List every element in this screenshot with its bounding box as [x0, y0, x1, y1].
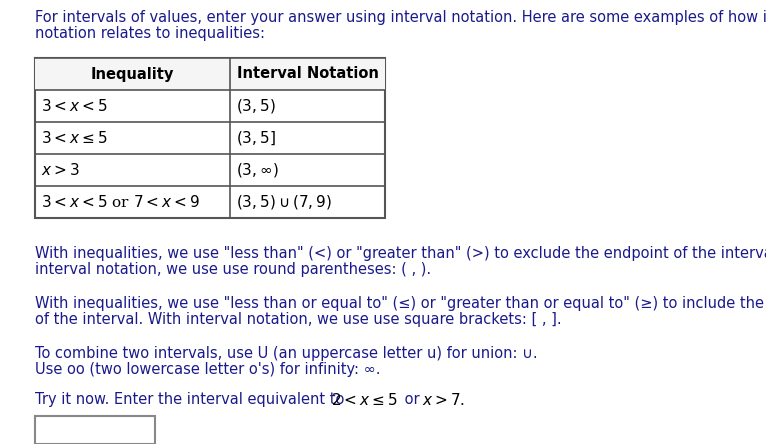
- Text: $x > 7$.: $x > 7$.: [422, 392, 465, 408]
- Text: For intervals of values, enter your answer using interval notation. Here are som: For intervals of values, enter your answ…: [35, 10, 766, 25]
- Text: With inequalities, we use "less than or equal to" (≤) or "greater than or equal : With inequalities, we use "less than or …: [35, 296, 766, 311]
- Text: $3 < x \leq 5$: $3 < x \leq 5$: [41, 130, 107, 146]
- Text: of the interval. With interval notation, we use use square brackets: [ , ].: of the interval. With interval notation,…: [35, 312, 561, 327]
- Text: $(3, 5]$: $(3, 5]$: [236, 129, 276, 147]
- Text: interval notation, we use use round parentheses: ( , ).: interval notation, we use use round pare…: [35, 262, 431, 277]
- Text: $x > 3$: $x > 3$: [41, 162, 80, 178]
- Text: or: or: [400, 392, 424, 407]
- Text: notation relates to inequalities:: notation relates to inequalities:: [35, 26, 265, 41]
- Text: $(3, \infty)$: $(3, \infty)$: [236, 161, 279, 179]
- Text: Use oo (two lowercase letter o's) for infinity: ∞.: Use oo (two lowercase letter o's) for in…: [35, 362, 381, 377]
- Text: Interval Notation: Interval Notation: [237, 67, 378, 82]
- Text: $3 < x < 5$ or $7 < x < 9$: $3 < x < 5$ or $7 < x < 9$: [41, 194, 200, 210]
- Text: $3 < x < 5$: $3 < x < 5$: [41, 98, 107, 114]
- Text: With inequalities, we use "less than" (<) or "greater than" (>) to exclude the e: With inequalities, we use "less than" (<…: [35, 246, 766, 261]
- Text: $(3, 5)\cup(7, 9)$: $(3, 5)\cup(7, 9)$: [236, 193, 332, 211]
- Bar: [35, 58, 385, 218]
- Text: $(3, 5)$: $(3, 5)$: [236, 97, 276, 115]
- Bar: [35, 58, 385, 90]
- Text: $2 < x \leq 5$: $2 < x \leq 5$: [331, 392, 398, 408]
- Text: Try it now. Enter the interval equivalent to: Try it now. Enter the interval equivalen…: [35, 392, 349, 407]
- Bar: [35, 416, 155, 444]
- Text: Inequality: Inequality: [91, 67, 174, 82]
- Text: To combine two intervals, use U (an uppercase letter u) for union: ∪.: To combine two intervals, use U (an uppe…: [35, 346, 538, 361]
